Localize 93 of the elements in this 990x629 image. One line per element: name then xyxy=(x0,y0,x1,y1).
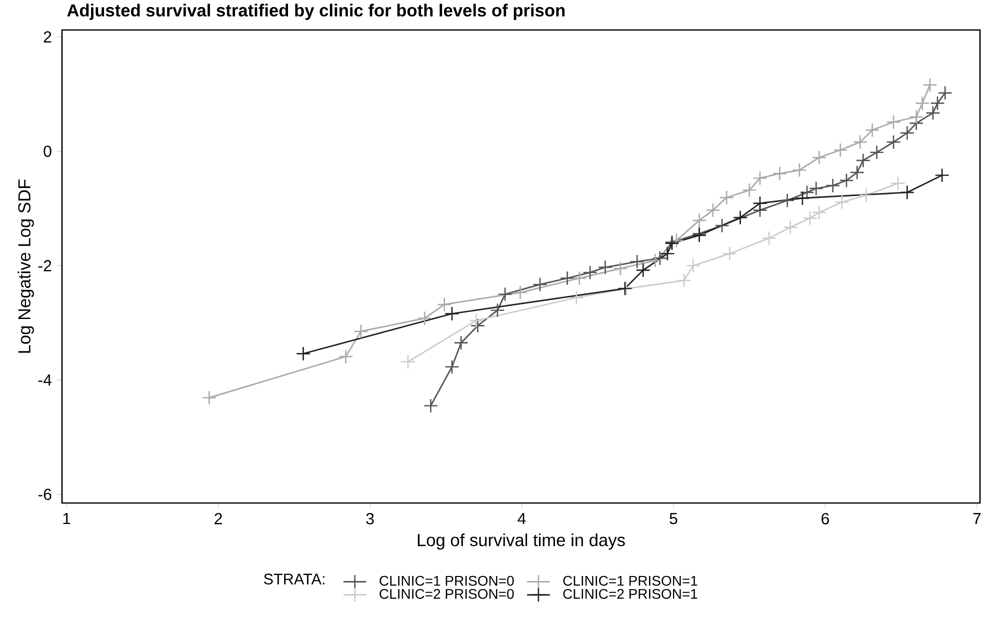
point xyxy=(742,182,757,198)
x-tick-label: 1 xyxy=(63,513,70,524)
point xyxy=(780,193,795,208)
point xyxy=(498,286,512,302)
point xyxy=(900,185,914,200)
x-tick-label: 2 xyxy=(214,513,222,524)
point xyxy=(722,246,737,261)
point xyxy=(858,188,874,203)
point xyxy=(833,142,848,158)
point xyxy=(692,213,707,228)
point xyxy=(569,290,584,305)
point xyxy=(354,324,368,339)
point xyxy=(812,150,826,165)
legend-label: CLINIC=2 PRISON=1 xyxy=(563,588,698,599)
point xyxy=(648,253,663,268)
point xyxy=(752,170,768,186)
point xyxy=(900,126,914,140)
point xyxy=(490,302,505,318)
point xyxy=(652,250,668,266)
x-tick-label: 4 xyxy=(518,513,526,524)
point xyxy=(470,318,486,334)
point xyxy=(792,162,807,178)
x-tick-label: 5 xyxy=(670,513,678,524)
point xyxy=(812,205,826,220)
point xyxy=(417,310,432,326)
point xyxy=(512,285,528,300)
point xyxy=(202,390,217,406)
point xyxy=(926,106,940,120)
point xyxy=(762,230,776,246)
point xyxy=(338,349,354,364)
point xyxy=(795,190,810,206)
x-tick-label: 6 xyxy=(822,513,829,524)
point xyxy=(930,96,945,111)
point xyxy=(732,210,748,225)
y-tick-label: -2 xyxy=(38,260,52,272)
point xyxy=(598,260,613,275)
point xyxy=(886,114,901,130)
point xyxy=(825,178,840,193)
point xyxy=(454,336,468,350)
point xyxy=(630,254,644,269)
point xyxy=(582,265,598,280)
point xyxy=(934,168,950,183)
point xyxy=(296,346,311,362)
chart-title: Adjusted survival stratified by clinic for both levels of prison xyxy=(67,4,565,20)
point xyxy=(532,277,548,292)
point xyxy=(468,313,484,328)
point xyxy=(852,134,868,150)
point xyxy=(706,202,720,218)
point xyxy=(444,360,460,374)
legend-label: CLINIC=1 PRISON=1 xyxy=(563,576,698,586)
point xyxy=(572,270,587,286)
point xyxy=(808,181,824,196)
point xyxy=(669,233,684,248)
point xyxy=(802,210,818,226)
y-tick-label: -6 xyxy=(38,488,52,500)
point xyxy=(869,145,884,160)
point xyxy=(423,398,438,414)
point xyxy=(782,220,798,235)
point xyxy=(922,78,938,92)
point xyxy=(437,297,452,312)
legend-label: CLINIC=1 PRISON=0 xyxy=(380,576,514,586)
point xyxy=(686,258,701,273)
point xyxy=(752,196,768,211)
point xyxy=(613,261,628,276)
legend-label: CLINIC=2 PRISON=0 xyxy=(380,588,514,599)
point xyxy=(400,354,416,370)
point xyxy=(839,173,854,188)
y-axis-title: Log Negative Log SDF xyxy=(18,180,34,353)
point xyxy=(834,194,850,210)
point xyxy=(914,96,930,111)
point xyxy=(890,176,906,191)
point xyxy=(714,218,730,233)
point xyxy=(938,86,952,100)
point xyxy=(636,262,650,278)
point xyxy=(444,306,460,322)
point xyxy=(908,110,924,124)
point xyxy=(856,153,870,168)
legend-title: STRATA: xyxy=(264,574,324,584)
x-tick-label: 3 xyxy=(366,513,374,524)
x-tick-label: 7 xyxy=(973,513,981,524)
point xyxy=(800,185,814,200)
y-tick-label: -4 xyxy=(38,374,52,386)
point xyxy=(719,190,734,205)
x-axis-title: Log of survival time in days xyxy=(418,534,625,550)
point xyxy=(864,122,880,138)
point xyxy=(886,134,901,150)
point xyxy=(772,166,788,181)
point xyxy=(850,165,864,180)
point xyxy=(560,270,575,286)
y-tick-label: 0 xyxy=(44,146,52,157)
point xyxy=(660,246,675,261)
point xyxy=(676,273,692,288)
y-tick-label: 2 xyxy=(44,31,52,42)
